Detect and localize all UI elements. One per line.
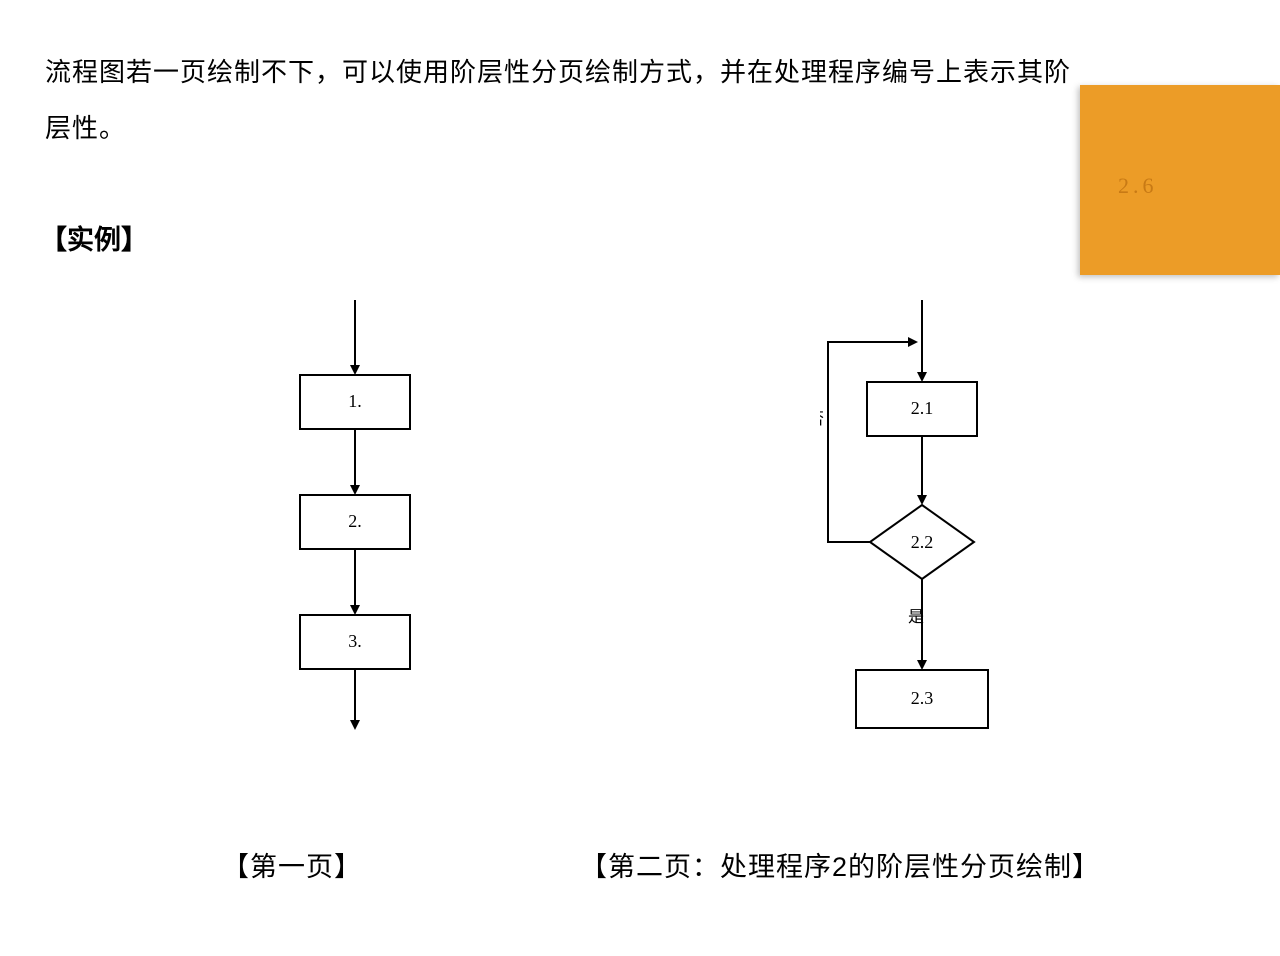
process-node-1-label: 1. — [348, 391, 362, 411]
example-label: 【实例】 — [40, 218, 148, 257]
caption-page-2: 【第二页：处理程序2的阶层性分页绘制】 — [580, 845, 1100, 884]
orange-note-text: 2.6 — [1118, 173, 1158, 199]
process-node-3-label: 3. — [348, 631, 362, 651]
decision-label-yes: 是 — [908, 609, 924, 626]
flowchart-page-1: 1. 2. 3. — [250, 300, 470, 740]
process-node-2-1-label: 2.1 — [911, 398, 934, 418]
intro-text: 流程图若一页绘制不下，可以使用阶层性分页绘制方式，并在处理程序编号上表示其阶层性… — [45, 45, 1075, 157]
process-node-2-label: 2. — [348, 511, 362, 531]
caption-page-1: 【第一页】 — [222, 845, 362, 884]
loop-back-edge — [828, 342, 916, 542]
process-node-2-3-label: 2.3 — [911, 688, 934, 708]
flowchart-page-2: 2.1 2.2 否 是 2.3 — [820, 300, 1080, 740]
orange-sticky-note: 2.6 — [1080, 85, 1280, 275]
decision-label-no: 否 — [820, 411, 824, 428]
decision-node-2-2-label: 2.2 — [911, 532, 934, 552]
